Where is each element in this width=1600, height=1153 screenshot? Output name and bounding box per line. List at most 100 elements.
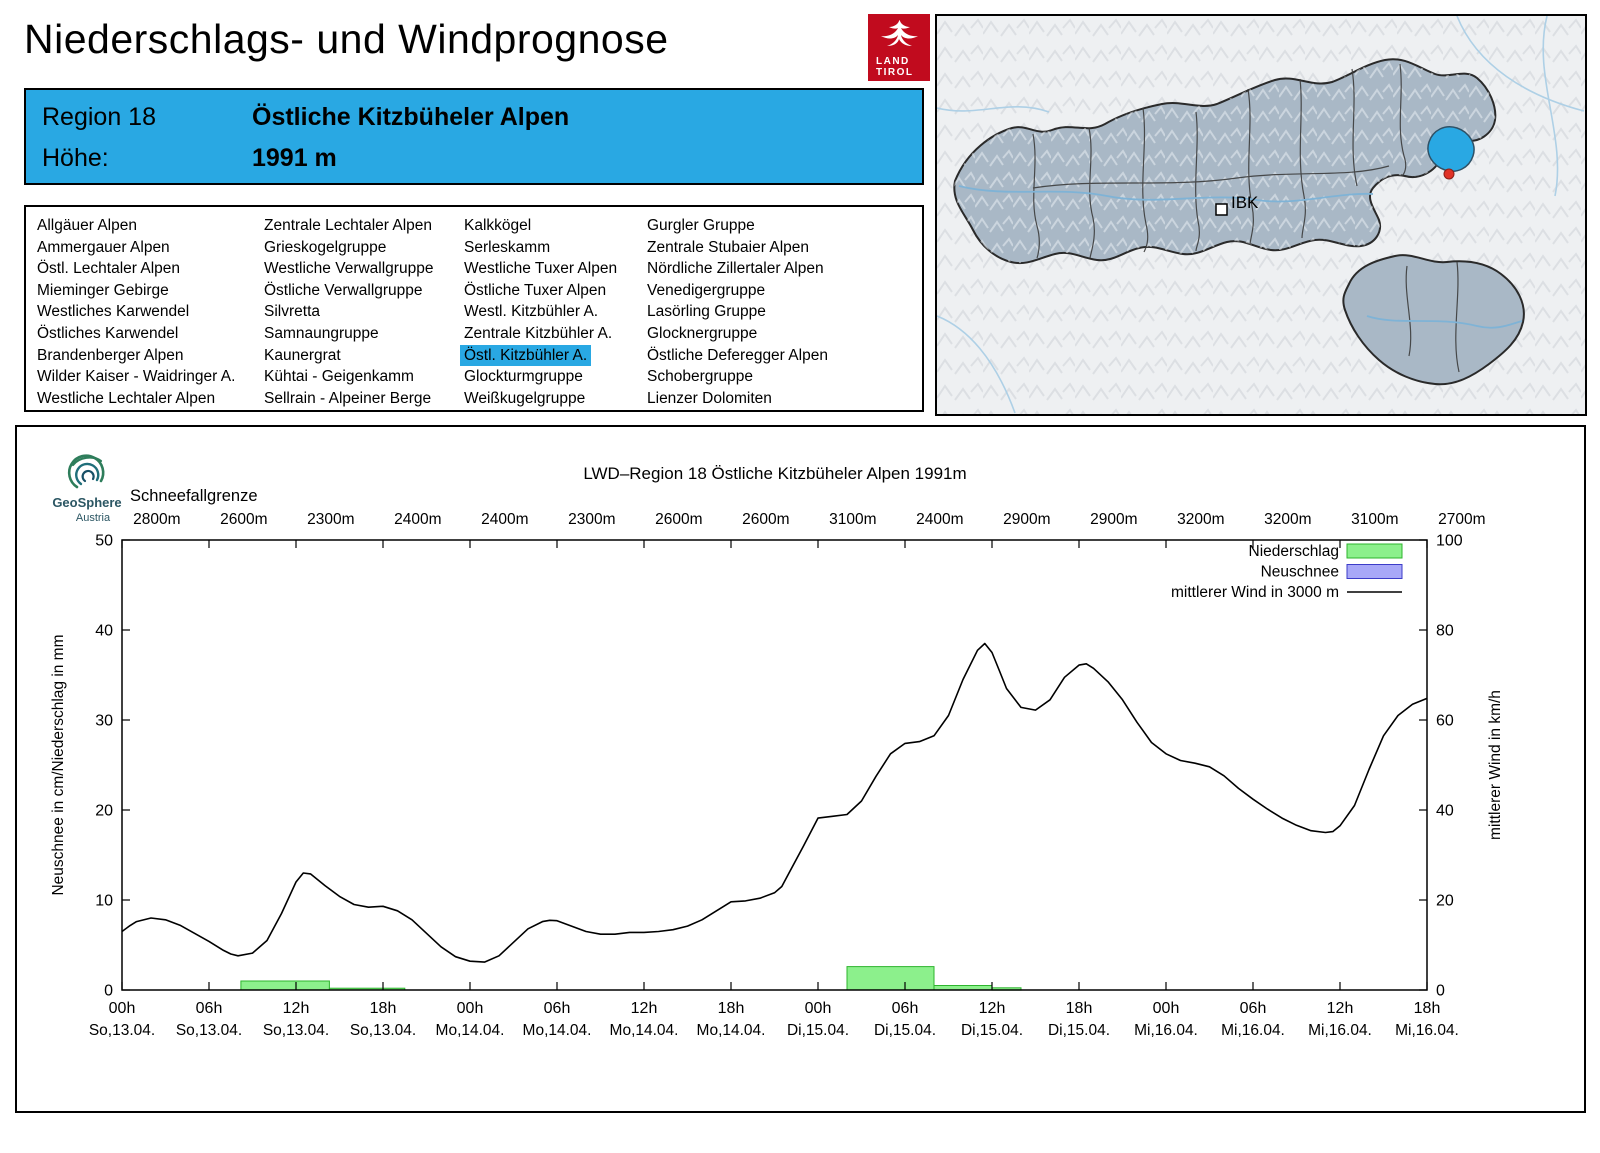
region-list: Allgäuer Alpen Ammergauer Alpen Östl. Lech… [24,205,924,412]
region-list-item[interactable]: Sellrain - Alpeiner Berge [264,389,432,407]
region-list-item[interactable]: Mieminger Gebirge [37,281,169,299]
region-list-item[interactable]: Silvretta [264,303,320,321]
x-tick-date-label: Mo,14.04. [436,1022,505,1039]
region-list-item[interactable]: Kalkkögel [464,217,532,234]
station-marker-dot [1443,168,1455,180]
y-right-axis-title: mittlerer Wind in km/h [1487,690,1504,840]
y-right-tick-label: 20 [1436,893,1454,910]
region-list-item[interactable]: Kühtai - Geigenkamm [264,368,414,386]
region-list-item[interactable]: Allgäuer Alpen [37,217,137,234]
land-tirol-logo-line2: TIROL [876,67,914,78]
snowline-label: Schneefallgrenze [130,487,258,505]
wind-line [121,642,1428,963]
x-tick-time-label: 18h [1066,1000,1093,1017]
region-list-item[interactable]: Ammergauer Alpen [37,238,170,256]
x-tick-date-label: So,13.04. [89,1022,155,1039]
region-list-item[interactable]: Westl. Kitzbühler A. [464,303,599,321]
x-tick-time-label: 00h [457,1000,484,1017]
east-tirol-shape[interactable] [1342,254,1525,386]
innsbruck-marker [1215,203,1228,216]
geosphere-logo-line2: Austria [76,512,111,524]
plot-border [121,539,1428,991]
region-list-item[interactable]: Östliche Deferegger Alpen [647,346,828,364]
region-list-column-3: Kalkkögel Serleskamm Westliche Tuxer Alpen… [460,215,621,409]
snowline-value: 2600m [655,511,702,528]
y-left-tick-label: 30 [95,713,113,730]
y-right-tick-label: 80 [1436,623,1454,640]
region-list-item[interactable]: Samnaungruppe [264,324,379,342]
region-list-item[interactable]: Westliches Karwendel [37,303,190,321]
x-tick-date-label: Di,15.04. [874,1022,936,1039]
x-tick-time-label: 12h [283,1000,310,1017]
tirol-map[interactable]: IBK [935,14,1587,416]
region-list-item[interactable]: Weißkugelgruppe [464,389,586,407]
legend-swatch [1346,543,1403,559]
region-list-item[interactable]: Westliche Tuxer Alpen [464,260,618,278]
snowline-value: 2900m [1090,511,1137,528]
region-list-item[interactable]: Serleskamm [464,238,551,256]
x-tick-date-label: Mo,14.04. [523,1022,592,1039]
region-list-item[interactable]: Gurgler Gruppe [647,217,755,234]
y-right-tick-label: 100 [1436,533,1463,550]
forecast-chart-panel: 00h So,13.04. 06h So,13.04. 12h So,13.04. 18h S… [15,425,1586,1113]
x-tick-date-label: Mo,14.04. [610,1022,679,1039]
region-list-item[interactable]: Zentrale Lechtaler Alpen [264,217,433,234]
geosphere-swirl-icon [67,454,105,489]
x-tick-time-label: 18h [1414,1000,1441,1017]
region-list-column-1: Allgäuer Alpen Ammergauer Alpen Östl. Lech… [37,215,239,409]
land-tirol-logo-line1: LAND [876,56,910,67]
x-tick-time-label: 00h [109,1000,136,1017]
precipitation-bar [240,980,330,991]
precipitation-bar [846,966,935,991]
snowline-value: 2400m [481,511,528,528]
region-list-item[interactable]: Brandenberger Alpen [37,346,184,364]
inn-river [958,185,1523,329]
snowline-value: 2400m [394,511,441,528]
land-tirol-logo: LAND TIROL [868,14,930,81]
x-tick-date-label: Di,15.04. [961,1022,1023,1039]
region-list-item[interactable]: Lasörling Gruppe [647,303,766,321]
region-list-item[interactable]: Kaunergrat [264,346,341,364]
x-tick-date-label: So,13.04. [176,1022,242,1039]
x-tick-time-label: 00h [805,1000,832,1017]
region-list-item[interactable]: Östliche Verwallgruppe [264,281,423,299]
north-tirol-relief [954,59,1496,264]
y-left-tick-label: 10 [95,893,113,910]
region-list-item[interactable]: Zentrale Stubaier Alpen [647,238,809,256]
region-list-item-selected[interactable]: Östl. Kitzbühler A. [460,344,592,367]
region-list-item[interactable]: Venedigergruppe [647,281,766,299]
region-info-box: Region 18 Östliche Kitzbüheler Alpen Höh… [24,88,924,185]
y-right-tick-label: 40 [1436,803,1454,820]
chart-title: LWD–Region 18 Östliche Kitzbüheler Alpen… [583,464,966,483]
district-borders [1032,63,1460,373]
region-list-item[interactable]: Grieskogelgruppe [264,238,387,256]
region-list-item[interactable]: Westliche Verwallgruppe [264,260,434,278]
region-list-item[interactable]: Schobergruppe [647,368,753,386]
geosphere-logo: GeoSphere Austria [49,445,159,527]
region-list-item[interactable]: Glockturmgruppe [464,368,583,386]
x-tick-time-label: 00h [1153,1000,1180,1017]
region-list-item[interactable]: Östliche Tuxer Alpen [464,281,607,299]
y-left-tick-label: 20 [95,803,113,820]
snowline-value: 2700m [1438,511,1485,528]
region-list-item[interactable]: Glocknergruppe [647,324,758,342]
page-title: Niederschlags- und Windprognose [24,16,669,62]
altitude-value: 1991 m [252,144,337,172]
snowline-value: 2600m [742,511,789,528]
tirol-eagle-icon [881,20,918,46]
x-tick-time-label: 06h [544,1000,571,1017]
region-list-item[interactable]: Zentrale Kitzbühler A. [464,324,613,342]
region-list-item[interactable]: Östl. Lechtaler Alpen [37,260,181,278]
snowline-value: 2400m [916,511,963,528]
x-tick-date-label: So,13.04. [263,1022,329,1039]
y-right-tick-label: 0 [1436,983,1445,1000]
region-list-item[interactable]: Wilder Kaiser - Waidringer A. [37,368,236,386]
region-list-column-4: Gurgler Gruppe Zentrale Stubaier Alpen Nör… [647,215,832,409]
y-left-tick-label: 40 [95,623,113,640]
selected-region-shape[interactable] [1427,126,1475,172]
region-list-item[interactable]: Nördliche Zillertaler Alpen [647,260,824,278]
x-tick-time-label: 12h [979,1000,1006,1017]
region-list-item[interactable]: Lienzer Dolomiten [647,389,772,407]
region-list-item[interactable]: Westliche Lechtaler Alpen [37,389,216,407]
region-list-item[interactable]: Östliches Karwendel [37,324,179,342]
